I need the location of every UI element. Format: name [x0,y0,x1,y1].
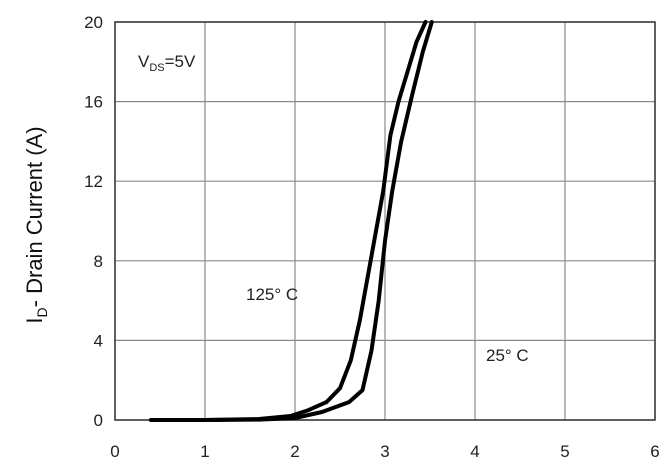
vds-rest: =5V [165,52,196,71]
ylabel-rest: - Drain Current (A) [22,126,47,307]
vds-condition-label: VDS=5V [138,52,196,74]
series-lines [149,20,434,422]
ylabel-main: I [22,317,47,323]
x-tick-label-0: 0 [110,442,119,461]
plot-frame [114,21,656,421]
vds-sub: DS [149,62,164,74]
x-tick-label-6: 6 [650,442,659,461]
x-tick-label-4: 4 [470,442,479,461]
annotation-25c: 25° C [486,346,529,365]
y-tick-label-3: 12 [84,172,103,191]
series-line-0 [149,20,428,422]
y-tick-labels: 0 4 8 12 16 20 [84,13,103,430]
annotation-125c: 125° C [246,285,298,304]
y-tick-label-2: 8 [94,252,103,271]
y-tick-label-5: 20 [84,13,103,32]
y-tick-label-0: 0 [94,411,103,430]
y-tick-label-4: 16 [84,93,103,112]
y-axis-label: ID- Drain Current (A) [22,126,50,323]
ylabel-sub: D [34,307,50,317]
x-tick-label-3: 3 [380,442,389,461]
vds-main: V [138,52,150,71]
series-line-1 [149,20,434,422]
x-tick-labels: 0 1 2 3 4 5 6 [110,442,659,461]
grid [114,21,656,421]
x-tick-label-5: 5 [560,442,569,461]
x-tick-label-1: 1 [200,442,209,461]
x-tick-label-2: 2 [290,442,299,461]
y-tick-label-1: 4 [94,331,103,350]
